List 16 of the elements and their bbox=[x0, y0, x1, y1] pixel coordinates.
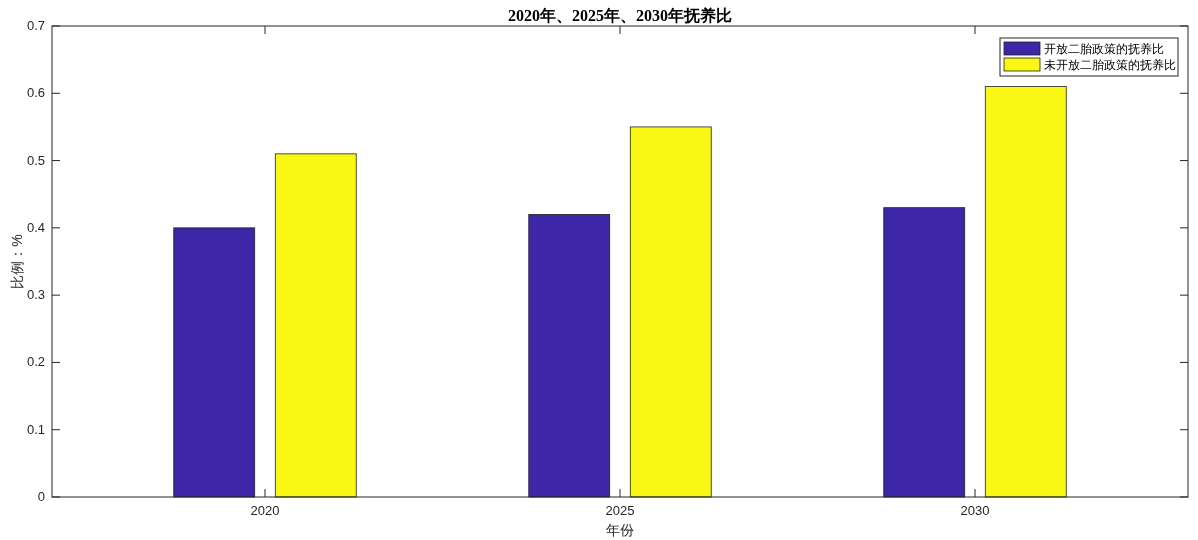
legend-label: 开放二胎政策的抚养比 bbox=[1044, 42, 1164, 56]
y-tick-label: 0.5 bbox=[26, 152, 45, 168]
y-axis-title: 比例：% bbox=[9, 234, 25, 289]
x-tick-label: 2020 bbox=[250, 503, 280, 518]
y-tick-label: 0.6 bbox=[26, 85, 45, 101]
y-tick-label: 0.1 bbox=[26, 421, 45, 437]
legend-label: 未开放二胎政策的抚养比 bbox=[1044, 58, 1176, 72]
x-axis-title: 年份 bbox=[606, 522, 634, 538]
x-tick-label: 2030 bbox=[960, 503, 990, 518]
y-tick-label: 0.4 bbox=[26, 219, 45, 235]
y-tick-label: 0.3 bbox=[26, 287, 45, 303]
y-tick-label: 0.7 bbox=[26, 18, 45, 33]
x-tick-label: 2025 bbox=[605, 503, 635, 518]
y-tick-label: 0.2 bbox=[26, 354, 45, 370]
y-tick-label: 0 bbox=[37, 489, 45, 504]
chart-title: 2020年、2025年、2030年抚养比 bbox=[508, 6, 732, 24]
